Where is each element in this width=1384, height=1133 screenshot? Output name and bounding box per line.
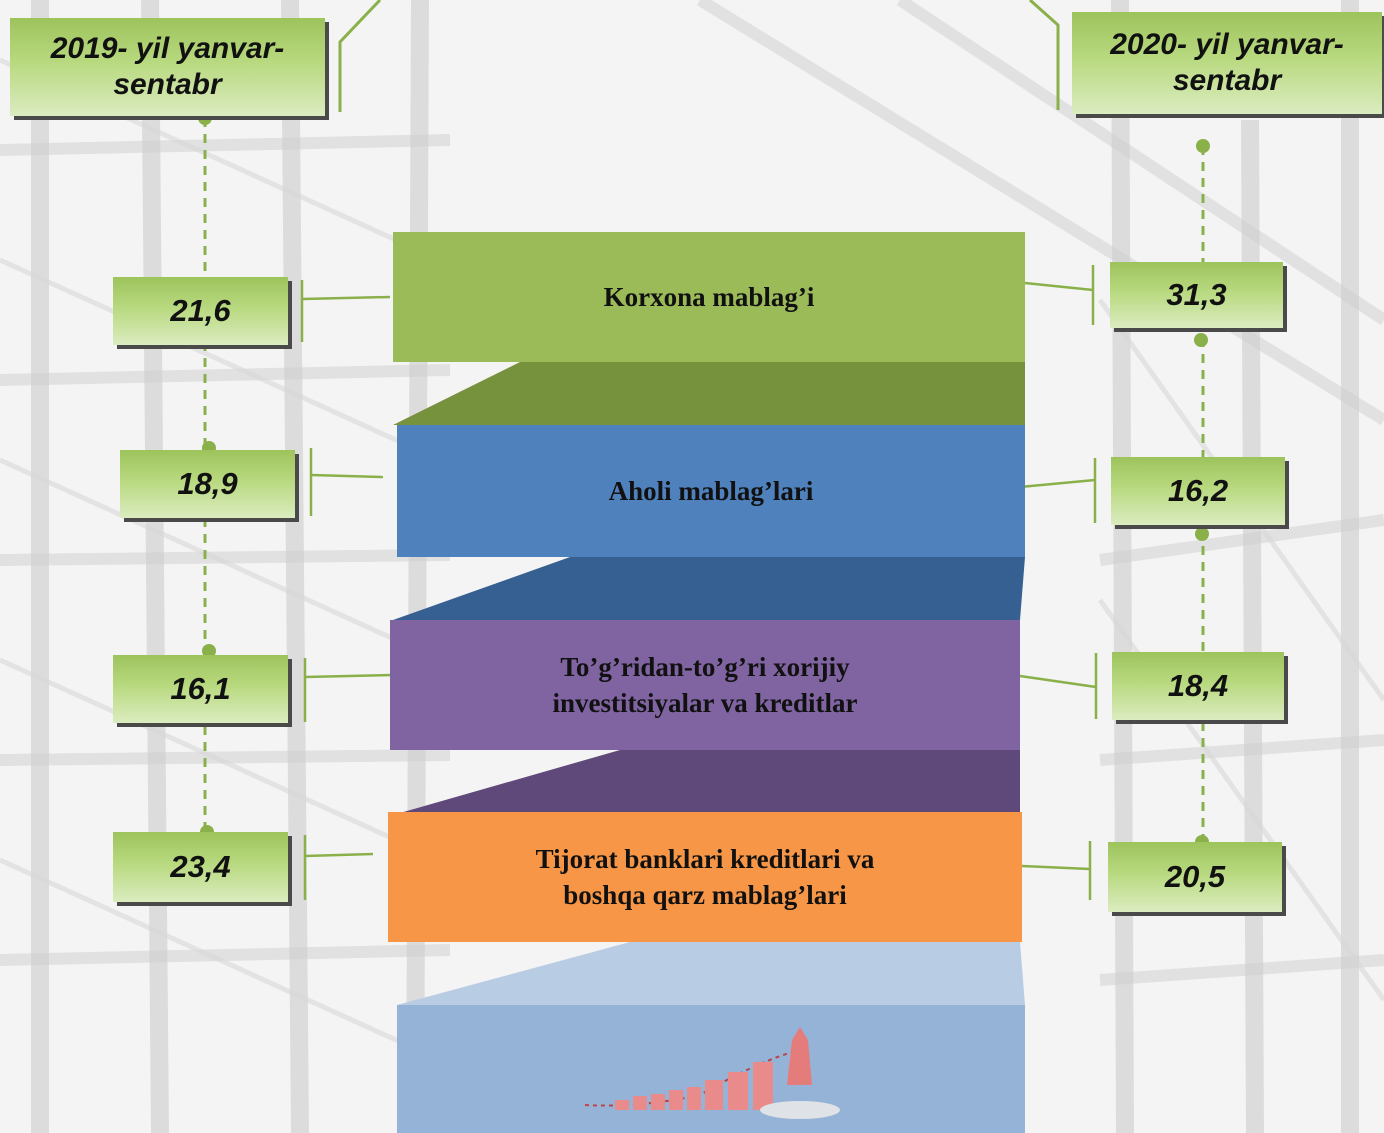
value-2020-tijorat: 20,5 (1108, 842, 1282, 912)
value-text: 21,6 (170, 293, 231, 328)
value-2020-korxona: 31,3 (1110, 262, 1283, 328)
value-text: 18,9 (177, 466, 238, 501)
value-2019-aholi: 18,9 (120, 450, 295, 518)
value-2020-xorijiy: 18,4 (1112, 652, 1284, 720)
band-connector-2 (393, 557, 1025, 620)
header-2020-label: 2020- yil yanvar-sentabr (1110, 28, 1344, 97)
bottom-panel (397, 1005, 1025, 1133)
value-text: 23,4 (170, 849, 231, 884)
value-2019-tijorat: 23,4 (113, 832, 288, 902)
value-text: 20,5 (1164, 859, 1226, 894)
band-connector-3 (393, 750, 1020, 815)
band-connector-4 (397, 942, 1025, 1005)
value-text: 31,3 (1166, 277, 1227, 312)
band-xorijiy: To’g’ridan-to’g’ri xorijiy investitsiyal… (390, 620, 1020, 750)
value-text: 16,1 (170, 671, 231, 706)
band-label: Aholi mablag’lari (608, 476, 814, 506)
band-label: To’g’ridan-to’g’ri xorijiy investitsiyal… (552, 652, 858, 718)
band-connector-1 (393, 362, 1025, 425)
left-header-bracket (338, 0, 382, 112)
band-aholi: Aholi mablag’lari (397, 425, 1025, 557)
value-text: 16,2 (1167, 473, 1229, 508)
value-2020-aholi: 16,2 (1111, 457, 1285, 525)
value-text: 18,4 (1167, 668, 1229, 703)
growth-chart-rocket-icon (584, 1027, 840, 1119)
band-korxona: Korxona mablag’i (393, 232, 1025, 362)
right-header-bracket (1029, 0, 1060, 110)
header-2019-label: 2019- yil yanvar-sentabr (50, 32, 285, 101)
band-label: Korxona mablag’i (603, 282, 815, 312)
band-tijorat: Tijorat banklari kreditlari va boshqa qa… (388, 812, 1022, 942)
band-label: Tijorat banklari kreditlari va boshqa qa… (535, 844, 875, 910)
value-2019-korxona: 21,6 (113, 277, 288, 345)
header-2020: 2020- yil yanvar-sentabr (1072, 12, 1382, 114)
header-2019: 2019- yil yanvar-sentabr (10, 18, 325, 116)
value-2019-xorijiy: 16,1 (113, 655, 288, 723)
